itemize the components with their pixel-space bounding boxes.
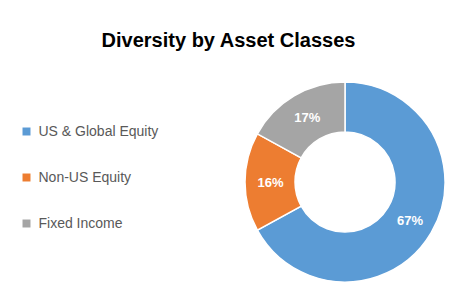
svg-text:US & Global Equity: US & Global Equity: [39, 123, 159, 139]
svg-text:17%: 17%: [294, 110, 320, 125]
svg-text:Non-US Equity: Non-US Equity: [39, 169, 132, 185]
svg-text:67%: 67%: [397, 213, 423, 228]
svg-text:Fixed Income: Fixed Income: [39, 215, 123, 231]
svg-text:16%: 16%: [257, 175, 283, 190]
svg-text:Diversity by Asset Classes: Diversity by Asset Classes: [102, 29, 356, 51]
